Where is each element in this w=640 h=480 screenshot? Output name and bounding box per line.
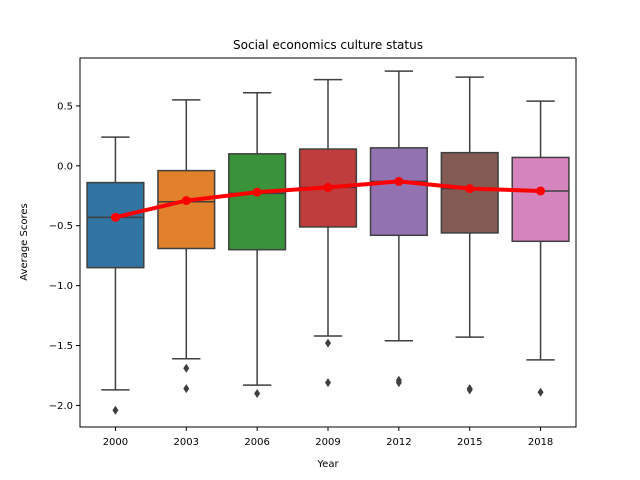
outlier-point: [254, 388, 261, 398]
outlier-point: [537, 387, 544, 397]
box-body: [157, 169, 216, 250]
box-2000: [86, 136, 145, 415]
x-tick-label: 2018: [528, 437, 553, 448]
box-2012: [369, 70, 428, 388]
mean-point: [181, 196, 191, 206]
x-tick-label: 2000: [103, 437, 128, 448]
box-body: [369, 147, 428, 237]
y-tick-label: 0.5: [57, 101, 73, 112]
chart-title: Social economics culture status: [233, 38, 423, 52]
mean-point: [536, 186, 546, 196]
plot-marks: [86, 70, 570, 415]
box-body: [86, 181, 145, 269]
box-2006: [228, 91, 287, 398]
mean-point: [110, 212, 120, 222]
box-2003: [157, 99, 216, 394]
box-body: [511, 156, 570, 243]
mean-point: [465, 184, 475, 194]
y-tick-label: −1.5: [49, 341, 73, 352]
x-tick-label: 2003: [174, 437, 199, 448]
y-tick-label: −1.0: [49, 281, 73, 292]
y-tick-label: −0.5: [49, 221, 73, 232]
outlier-point: [325, 378, 331, 388]
box-body: [228, 153, 287, 251]
plot-frame: [79, 57, 577, 428]
x-tick-label: 2006: [244, 437, 269, 448]
y-axis-label: Average Scores: [19, 203, 30, 280]
x-tick-label: 2012: [386, 437, 411, 448]
y-tick-label: 0.0: [57, 161, 73, 172]
outlier-point: [395, 378, 402, 388]
x-tick-label: 2015: [457, 437, 482, 448]
mean-point: [323, 182, 333, 192]
mean-point: [394, 176, 404, 186]
y-tick-label: −2.0: [49, 401, 73, 412]
outlier-point: [466, 385, 473, 395]
outlier-point: [325, 338, 331, 348]
y-axis: 0.5 0.0 −0.5 −1.0 −1.5 −2.0: [49, 101, 80, 412]
x-tick-label: 2009: [315, 437, 340, 448]
x-axis: 2000 2003 2006 2009 2012 2015 2018: [103, 427, 553, 448]
x-axis-label: Year: [316, 459, 339, 470]
outlier-point: [112, 405, 119, 415]
outlier-point: [183, 363, 190, 373]
outlier-point: [183, 384, 190, 394]
mean-point: [252, 187, 262, 197]
